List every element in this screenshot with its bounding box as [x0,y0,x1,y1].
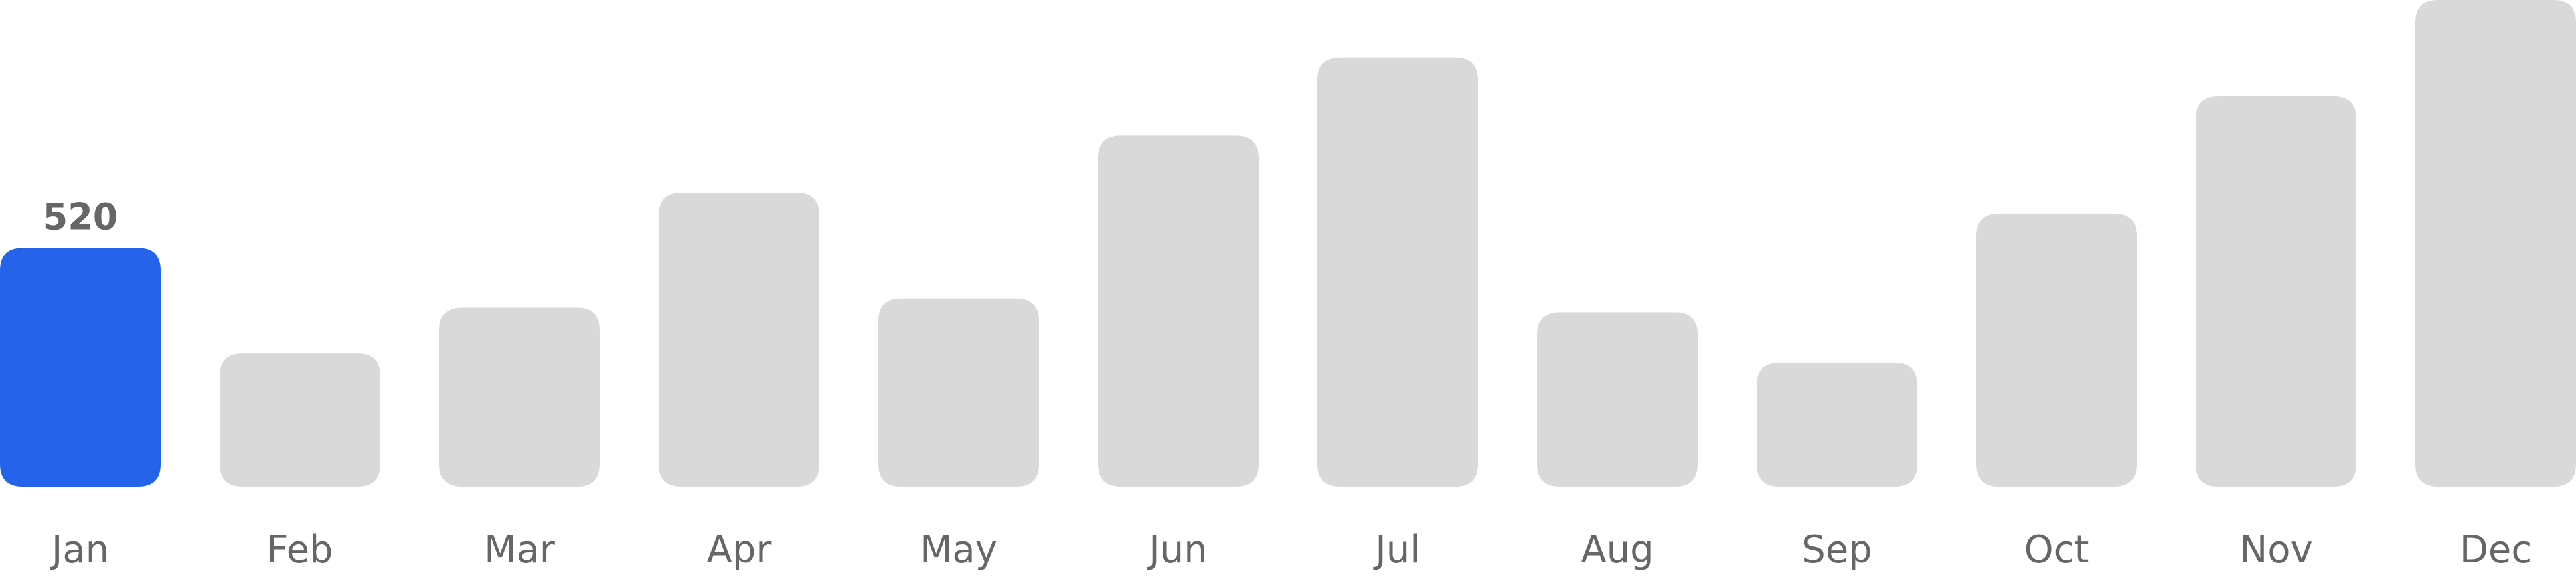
bar-jun[interactable] [1098,135,1259,487]
x-tick-label-may: May [920,528,997,572]
bar-aug[interactable] [1537,312,1698,487]
x-tick-label-mar: Mar [484,528,556,572]
x-tick-label-oct: Oct [2024,528,2089,572]
bars-group [0,0,2576,487]
x-tick-label-dec: Dec [2460,528,2532,572]
x-tick-label-nov: Nov [2239,528,2312,572]
x-tick-label-jan: Jan [50,528,109,572]
x-axis-labels: Jan Feb Mar Apr May Jun Jul Aug Sep Oct Nov Dec [50,528,2532,572]
value-labels: 520 [43,195,118,238]
bar-sep[interactable] [1757,362,1917,487]
bar-dec[interactable] [2415,0,2576,487]
x-tick-label-aug: Aug [1581,528,1654,572]
x-tick-label-jun: Jun [1147,528,1208,572]
bar-oct[interactable] [1976,213,2137,487]
x-tick-label-jul: Jul [1373,528,1421,572]
bar-jul[interactable] [1317,57,1478,487]
bar-may[interactable] [878,298,1039,487]
bar-apr[interactable] [659,193,819,487]
bar-feb[interactable] [220,353,380,487]
bar-mar[interactable] [439,307,600,487]
x-tick-label-sep: Sep [1801,528,1872,572]
bar-jan[interactable] [0,248,161,487]
x-tick-label-apr: Apr [707,528,773,572]
bar-nov[interactable] [2196,96,2356,487]
value-label-jan: 520 [43,195,118,238]
x-tick-label-feb: Feb [266,528,333,572]
